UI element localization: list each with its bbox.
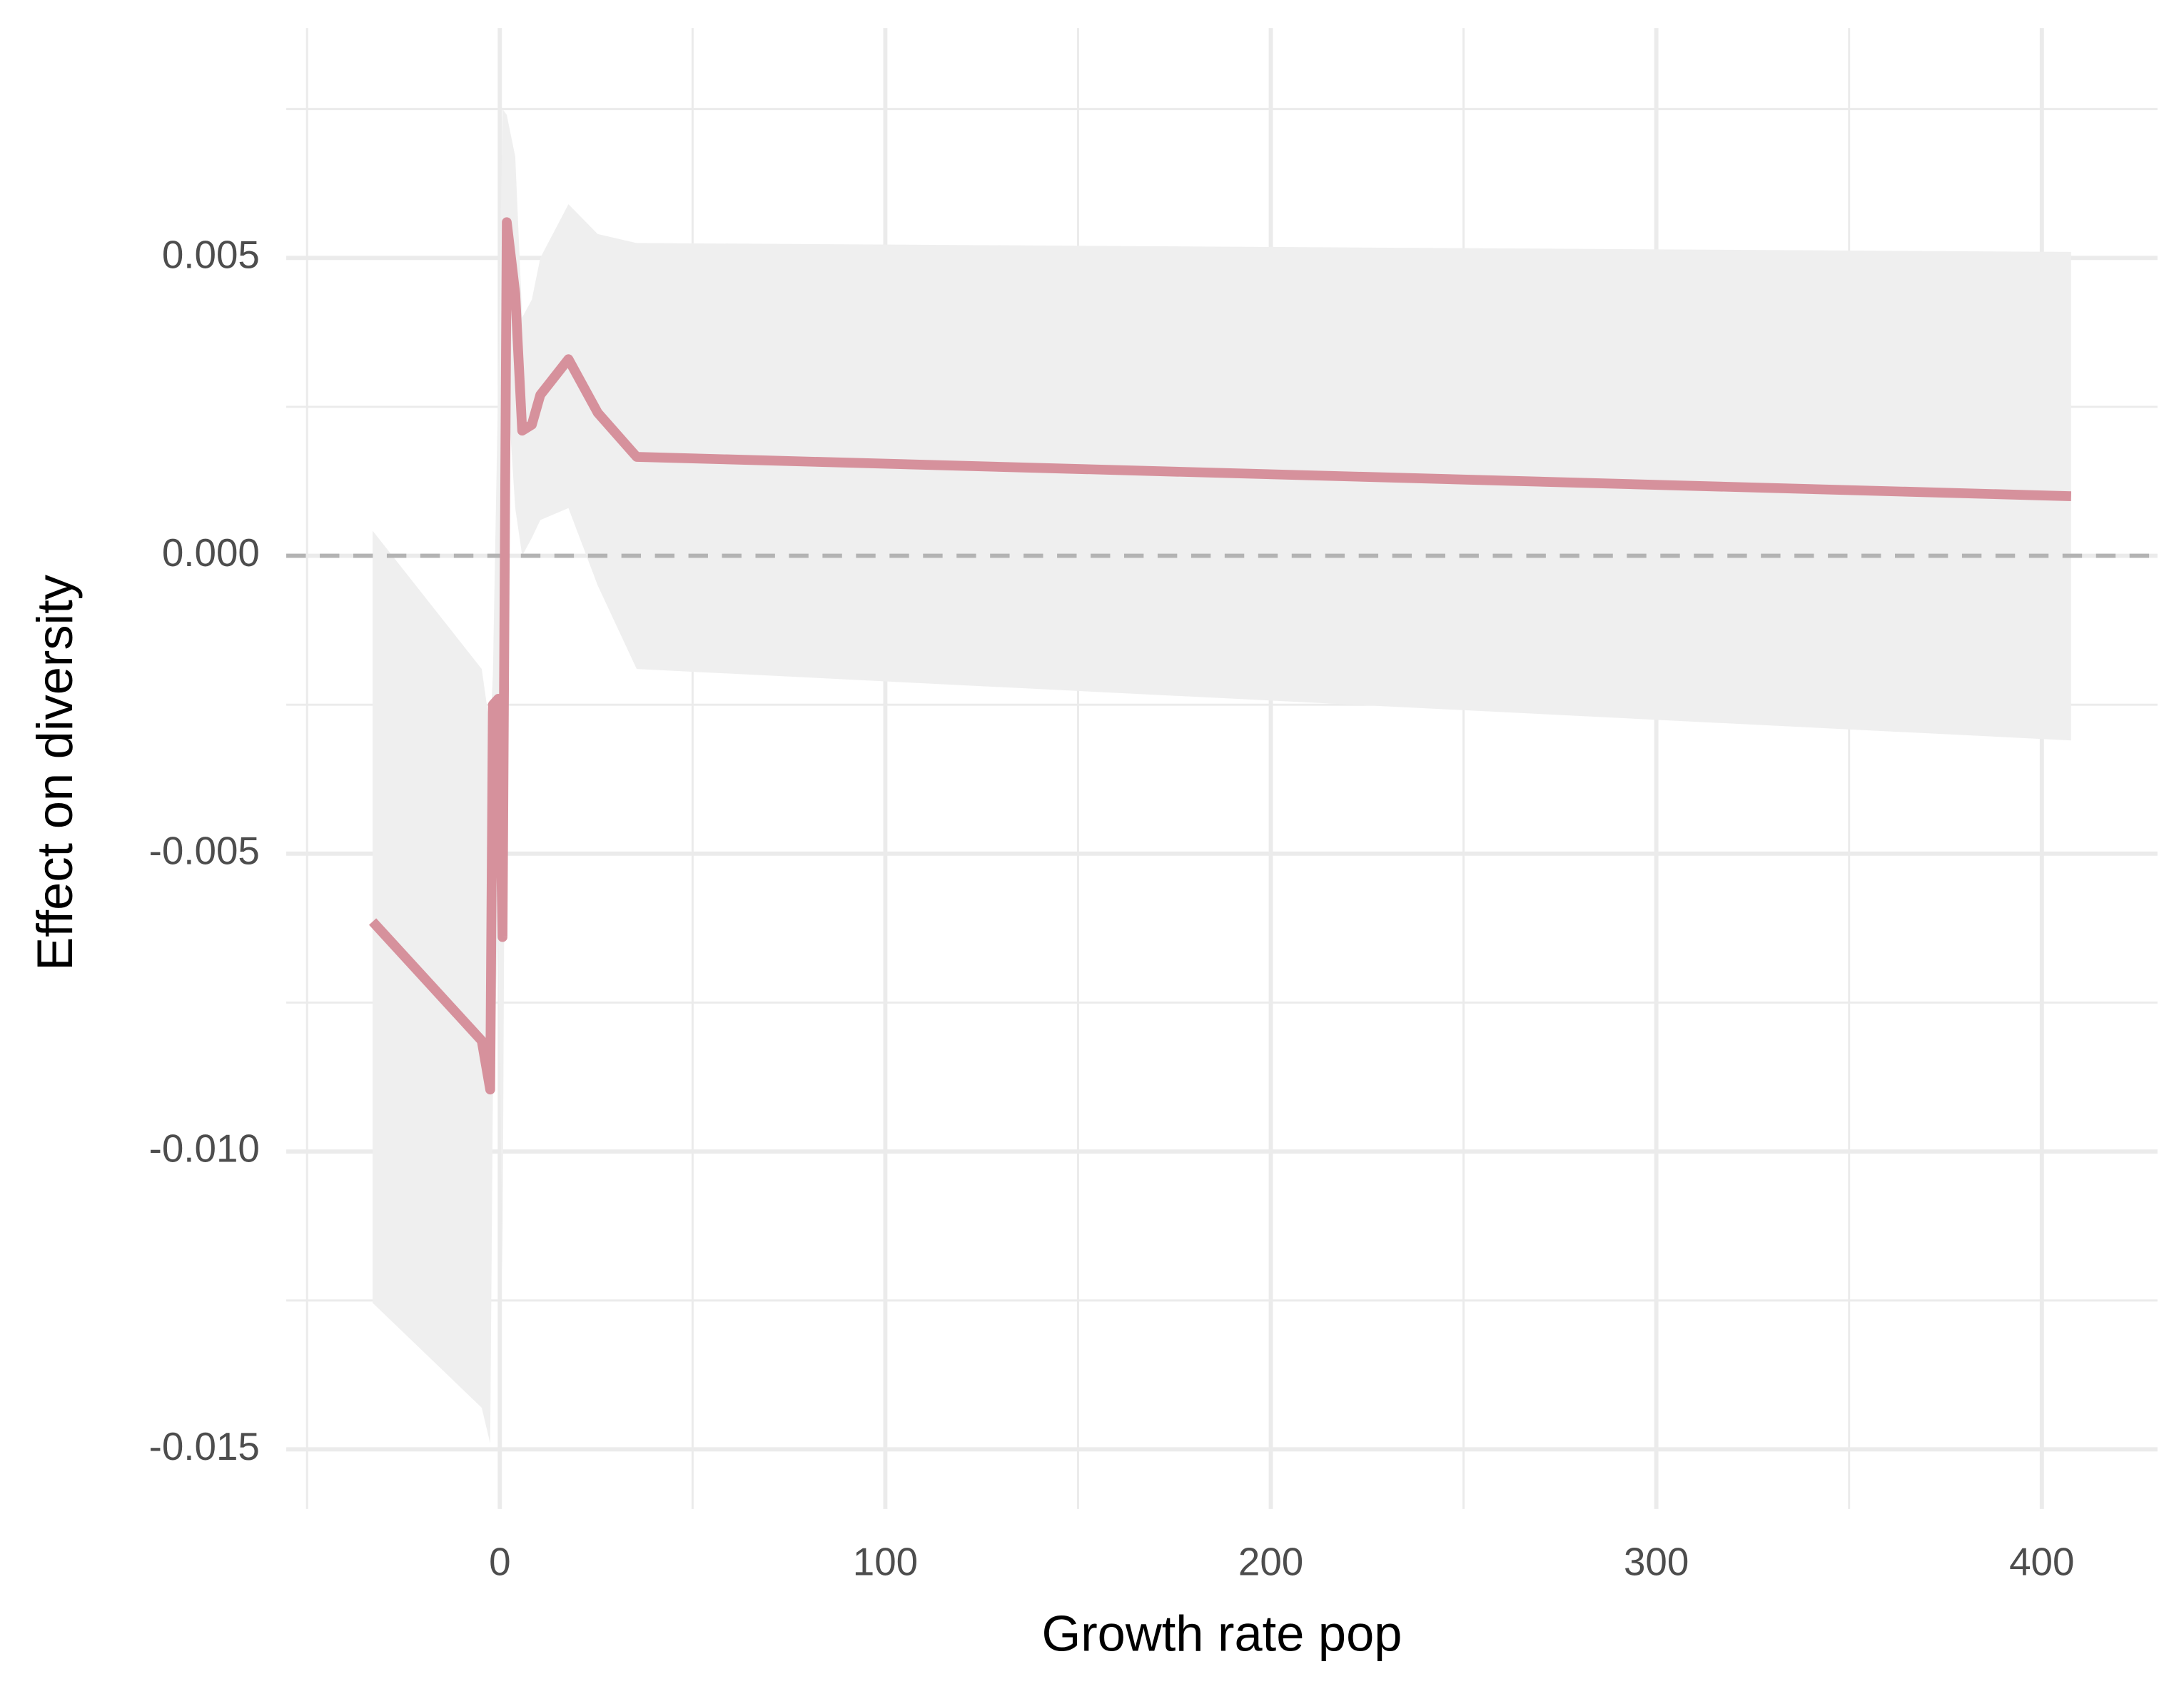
y-axis-title: Effect on diversity [26,574,83,971]
confidence-band [373,109,2071,1444]
x-tick-label: 200 [1238,1540,1303,1584]
x-tick-label: 0 [489,1540,510,1584]
x-tick-label: 400 [2009,1540,2074,1584]
line [369,217,2072,1095]
x-tick-label: 300 [1624,1540,1689,1584]
x-tick-label: 100 [853,1540,918,1584]
x-axis-title: Growth rate pop [1041,1605,1402,1661]
y-tick-label: -0.005 [149,828,260,872]
y-tick-label: 0.005 [162,233,260,277]
y-tick-label: -0.015 [149,1424,260,1468]
y-tick-label: 0.000 [162,530,260,575]
y-tick-label: -0.010 [149,1126,260,1171]
